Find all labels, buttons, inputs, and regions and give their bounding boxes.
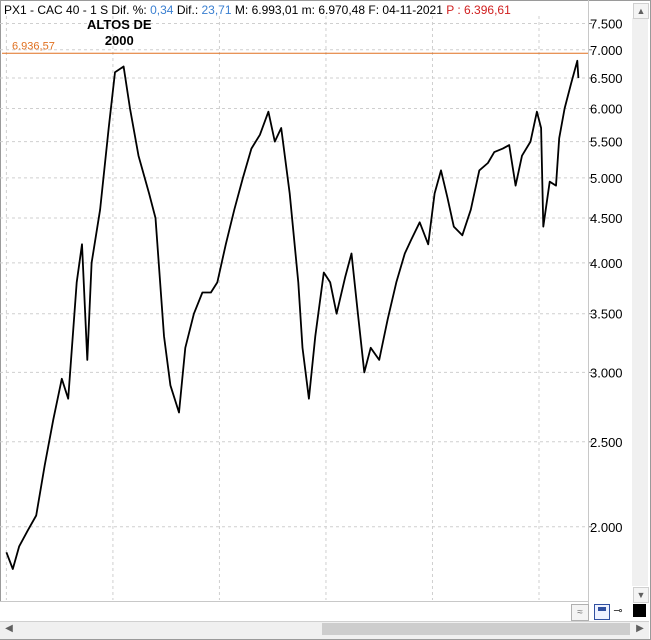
- scroll-right-icon[interactable]: ▶: [636, 623, 644, 634]
- header-name: CAC 40: [37, 3, 80, 17]
- header-max: 6.993,01: [251, 3, 299, 17]
- y-tick-label: 5.000: [590, 171, 623, 186]
- vertical-scrollbar[interactable]: [632, 18, 648, 586]
- header-period: 1 S: [90, 3, 109, 17]
- header-dif: 23,71: [201, 3, 232, 17]
- scroll-down-icon[interactable]: ▼: [633, 587, 649, 603]
- y-tick-label: 5.500: [590, 135, 623, 150]
- y-tick-label: 2.000: [590, 520, 623, 535]
- resistance-label: 6.936,57: [12, 40, 55, 52]
- y-tick-label: 3.500: [590, 307, 623, 322]
- y-tick-label: 7.500: [590, 17, 623, 32]
- header-min-label: m:: [301, 3, 315, 17]
- save-icon[interactable]: [594, 604, 610, 620]
- header-price-label: P :: [446, 3, 461, 17]
- header-min: 6.970,48: [318, 3, 366, 17]
- y-tick-label: 4.000: [590, 256, 623, 271]
- header-dif-label: Dif.:: [176, 3, 199, 17]
- scroll-left-icon[interactable]: ◀: [5, 623, 13, 634]
- header-sep: -: [26, 3, 38, 17]
- header-symbol: PX1: [4, 3, 27, 17]
- y-axis-separator: [588, 0, 589, 620]
- chart-header: PX1 - CAC 40 - 1 S Dif. %: 0,34 Dif.: 23…: [4, 3, 511, 17]
- grid: [0, 16, 588, 600]
- pin-icon[interactable]: ⊸: [613, 605, 623, 617]
- header-date: 04-11-2021: [382, 3, 443, 17]
- price-line: [5, 59, 580, 570]
- y-tick-label: 6.500: [590, 71, 623, 86]
- header-sep: -: [79, 3, 91, 17]
- header-date-label: F:: [368, 3, 380, 17]
- y-tick-label: 4.500: [590, 211, 623, 226]
- annotation-line1: ALTOS DE: [87, 17, 152, 32]
- header-price: 6.396,61: [464, 3, 511, 17]
- header-dif-pct: 0,34: [150, 3, 174, 17]
- y-tick-label: 6.000: [590, 101, 623, 116]
- horizontal-scroll-thumb[interactable]: [322, 623, 630, 635]
- x-axis-strip: [0, 601, 588, 622]
- y-axis-labels: 2.000 2.500 3.000 3.500 4.000 4.500 5.000 5.500…: [588, 17, 623, 535]
- header-dif-pct-label: Dif. %:: [111, 3, 147, 17]
- y-tick-label: 3.000: [590, 365, 623, 380]
- y-tick-label: 2.500: [590, 435, 623, 450]
- header-max-label: M:: [234, 3, 249, 17]
- price-series: [5, 59, 580, 570]
- annotation-line2: 2000: [105, 33, 134, 48]
- scroll-up-icon[interactable]: ▲: [633, 3, 649, 19]
- resistance-line-group[interactable]: 6.936,57: [2, 40, 588, 54]
- black-square-icon[interactable]: [633, 604, 646, 617]
- zoom-fit-icon[interactable]: ≈: [571, 604, 589, 621]
- y-tick-label: 7.000: [590, 43, 623, 58]
